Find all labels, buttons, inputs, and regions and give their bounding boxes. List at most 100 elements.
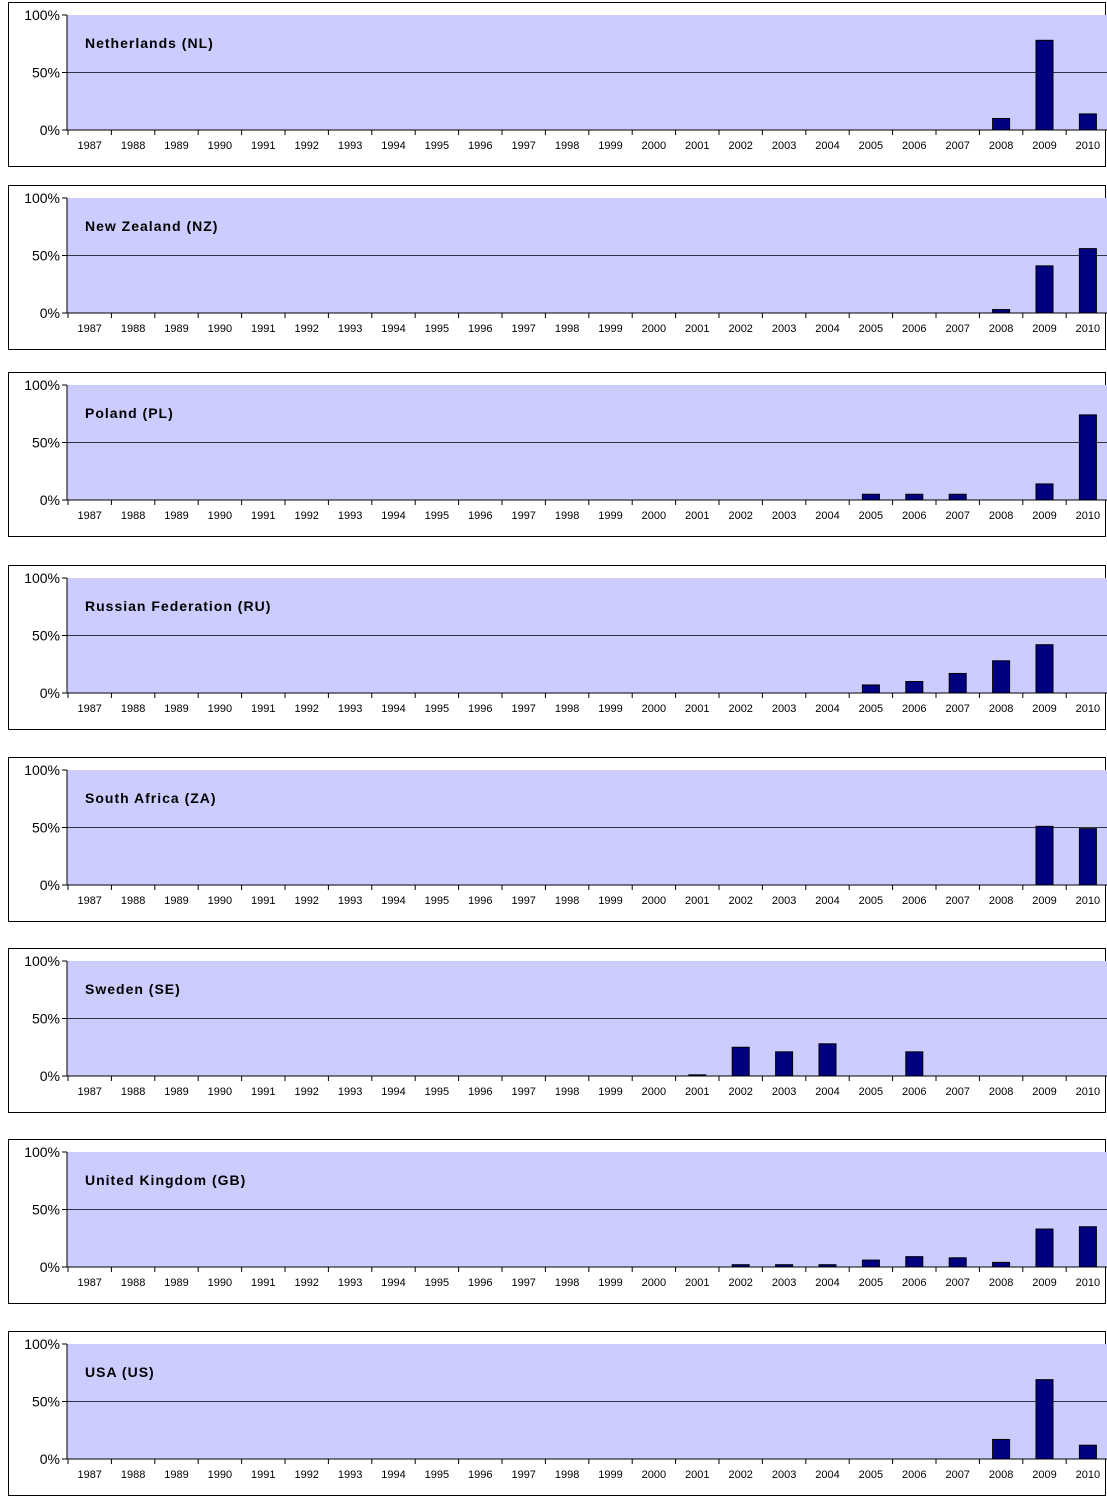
- x-tick-label: 2008: [989, 895, 1013, 907]
- x-tick-label: 1996: [468, 895, 492, 907]
- panel-title: Russian Federation (RU): [85, 598, 271, 614]
- x-tick-label: 1989: [164, 1469, 188, 1481]
- x-tick-label: 1999: [598, 323, 622, 335]
- x-tick-label: 1989: [164, 323, 188, 335]
- x-tick-label: 2007: [945, 510, 969, 522]
- x-tick-label: 1992: [294, 140, 318, 152]
- x-tick-label: 2001: [685, 140, 709, 152]
- x-tick-label: 1996: [468, 510, 492, 522]
- x-tick-label: 1987: [77, 703, 101, 715]
- y-tick-label: 50%: [32, 1202, 60, 1218]
- x-tick-label: 2001: [685, 510, 709, 522]
- x-tick-label: 2009: [1032, 323, 1056, 335]
- x-tick-label: 2003: [772, 895, 796, 907]
- x-tick-label: 1988: [121, 140, 145, 152]
- panel-title: South Africa (ZA): [85, 790, 217, 806]
- bar-2002: [731, 1046, 750, 1077]
- x-tick-label: 1995: [425, 1277, 449, 1289]
- x-tick-label: 2005: [859, 1277, 883, 1289]
- x-tick-label: 1997: [511, 895, 535, 907]
- x-tick-label: 1991: [251, 895, 275, 907]
- bar-2006: [905, 493, 924, 501]
- x-tick-label: 1998: [555, 895, 579, 907]
- x-tick-label: 1988: [121, 1086, 145, 1098]
- bar-2004: [818, 1264, 837, 1268]
- x-tick-label: 1987: [77, 1086, 101, 1098]
- bar-2010: [1078, 248, 1097, 314]
- x-tick-label: 1992: [294, 703, 318, 715]
- x-tick-label: 1993: [338, 323, 362, 335]
- x-tick-label: 2005: [859, 703, 883, 715]
- x-tick-label: 1991: [251, 510, 275, 522]
- chart-panel: 0% 50% 100% 1987 1988 1989 1990 1991 1992 1993 199…: [8, 185, 1107, 350]
- x-tick-label: 1990: [208, 1086, 232, 1098]
- x-tick-label: 1990: [208, 510, 232, 522]
- x-tick-label: 1989: [164, 140, 188, 152]
- x-tick-label: 2006: [902, 510, 926, 522]
- x-tick-label: 2000: [642, 323, 666, 335]
- x-tick-label: 2005: [859, 895, 883, 907]
- bar-2008: [992, 660, 1011, 694]
- chart-panel: 0% 50% 100% 1987 1988 1989 1990 1991 1992 1993 199…: [8, 565, 1107, 730]
- y-tick-label: 50%: [32, 65, 60, 81]
- x-tick-label: 2003: [772, 140, 796, 152]
- x-tick-label: 1994: [381, 140, 405, 152]
- x-tick-label: 1991: [251, 323, 275, 335]
- x-tick-label: 1998: [555, 140, 579, 152]
- x-tick-label: 2006: [902, 1277, 926, 1289]
- x-tick-label: 1998: [555, 1469, 579, 1481]
- x-tick-label: 1992: [294, 1086, 318, 1098]
- x-tick-label: 1988: [121, 510, 145, 522]
- x-tick-label: 1987: [77, 323, 101, 335]
- x-tick-label: 2000: [642, 1469, 666, 1481]
- chart-panel: 0% 50% 100% 1987 1988 1989 1990 1991 1992 1993 199…: [8, 372, 1107, 537]
- x-tick-label: 1989: [164, 510, 188, 522]
- chart-svg: 0% 50% 100% 1987 1988 1989 1990 1991 1992 1993 199…: [24, 1336, 1107, 1481]
- y-tick-label: 0%: [40, 1259, 60, 1275]
- x-tick-label: 2010: [1076, 323, 1100, 335]
- bar-2002: [731, 1264, 750, 1268]
- x-tick-label: 1997: [511, 703, 535, 715]
- x-tick-label: 1999: [598, 895, 622, 907]
- x-tick-label: 2009: [1032, 1469, 1056, 1481]
- x-tick-label: 2004: [815, 510, 839, 522]
- x-tick-label: 1989: [164, 895, 188, 907]
- x-tick-label: 1999: [598, 140, 622, 152]
- x-tick-label: 1991: [251, 1277, 275, 1289]
- x-tick-label: 2000: [642, 895, 666, 907]
- panel-title: New Zealand (NZ): [85, 218, 218, 234]
- x-tick-label: 2004: [815, 1277, 839, 1289]
- x-tick-label: 1987: [77, 895, 101, 907]
- panel-title: Sweden (SE): [85, 981, 181, 997]
- y-tick-label: 0%: [40, 877, 60, 893]
- bar-2009: [1035, 1228, 1054, 1268]
- x-tick-label: 2009: [1032, 1277, 1056, 1289]
- bar-2007: [948, 493, 967, 501]
- x-tick-label: 2002: [728, 1086, 752, 1098]
- x-tick-label: 2005: [859, 510, 883, 522]
- x-tick-label: 1988: [121, 703, 145, 715]
- x-tick-label: 1990: [208, 703, 232, 715]
- x-tick-label: 1997: [511, 1086, 535, 1098]
- x-tick-label: 1993: [338, 1277, 362, 1289]
- x-tick-label: 2002: [728, 510, 752, 522]
- x-tick-label: 2007: [945, 140, 969, 152]
- chart-svg: 0% 50% 100% 1987 1988 1989 1990 1991 1992 1993 199…: [24, 1144, 1107, 1289]
- y-tick-label: 0%: [40, 492, 60, 508]
- x-tick-label: 2009: [1032, 703, 1056, 715]
- y-tick-label: 50%: [32, 248, 60, 264]
- x-tick-label: 1987: [77, 1469, 101, 1481]
- panel-title: USA (US): [85, 1364, 155, 1380]
- x-tick-label: 1991: [251, 140, 275, 152]
- x-tick-label: 1994: [381, 1086, 405, 1098]
- x-tick-label: 1998: [555, 1086, 579, 1098]
- x-tick-label: 2010: [1076, 1469, 1100, 1481]
- x-tick-label: 1989: [164, 1277, 188, 1289]
- x-tick-label: 1991: [251, 1086, 275, 1098]
- chart-panel: 0% 50% 100% 1987 1988 1989 1990 1991 1992 1993 199…: [8, 948, 1107, 1113]
- x-tick-label: 2007: [945, 895, 969, 907]
- x-tick-label: 2002: [728, 140, 752, 152]
- x-tick-label: 2005: [859, 1469, 883, 1481]
- x-tick-label: 1990: [208, 1277, 232, 1289]
